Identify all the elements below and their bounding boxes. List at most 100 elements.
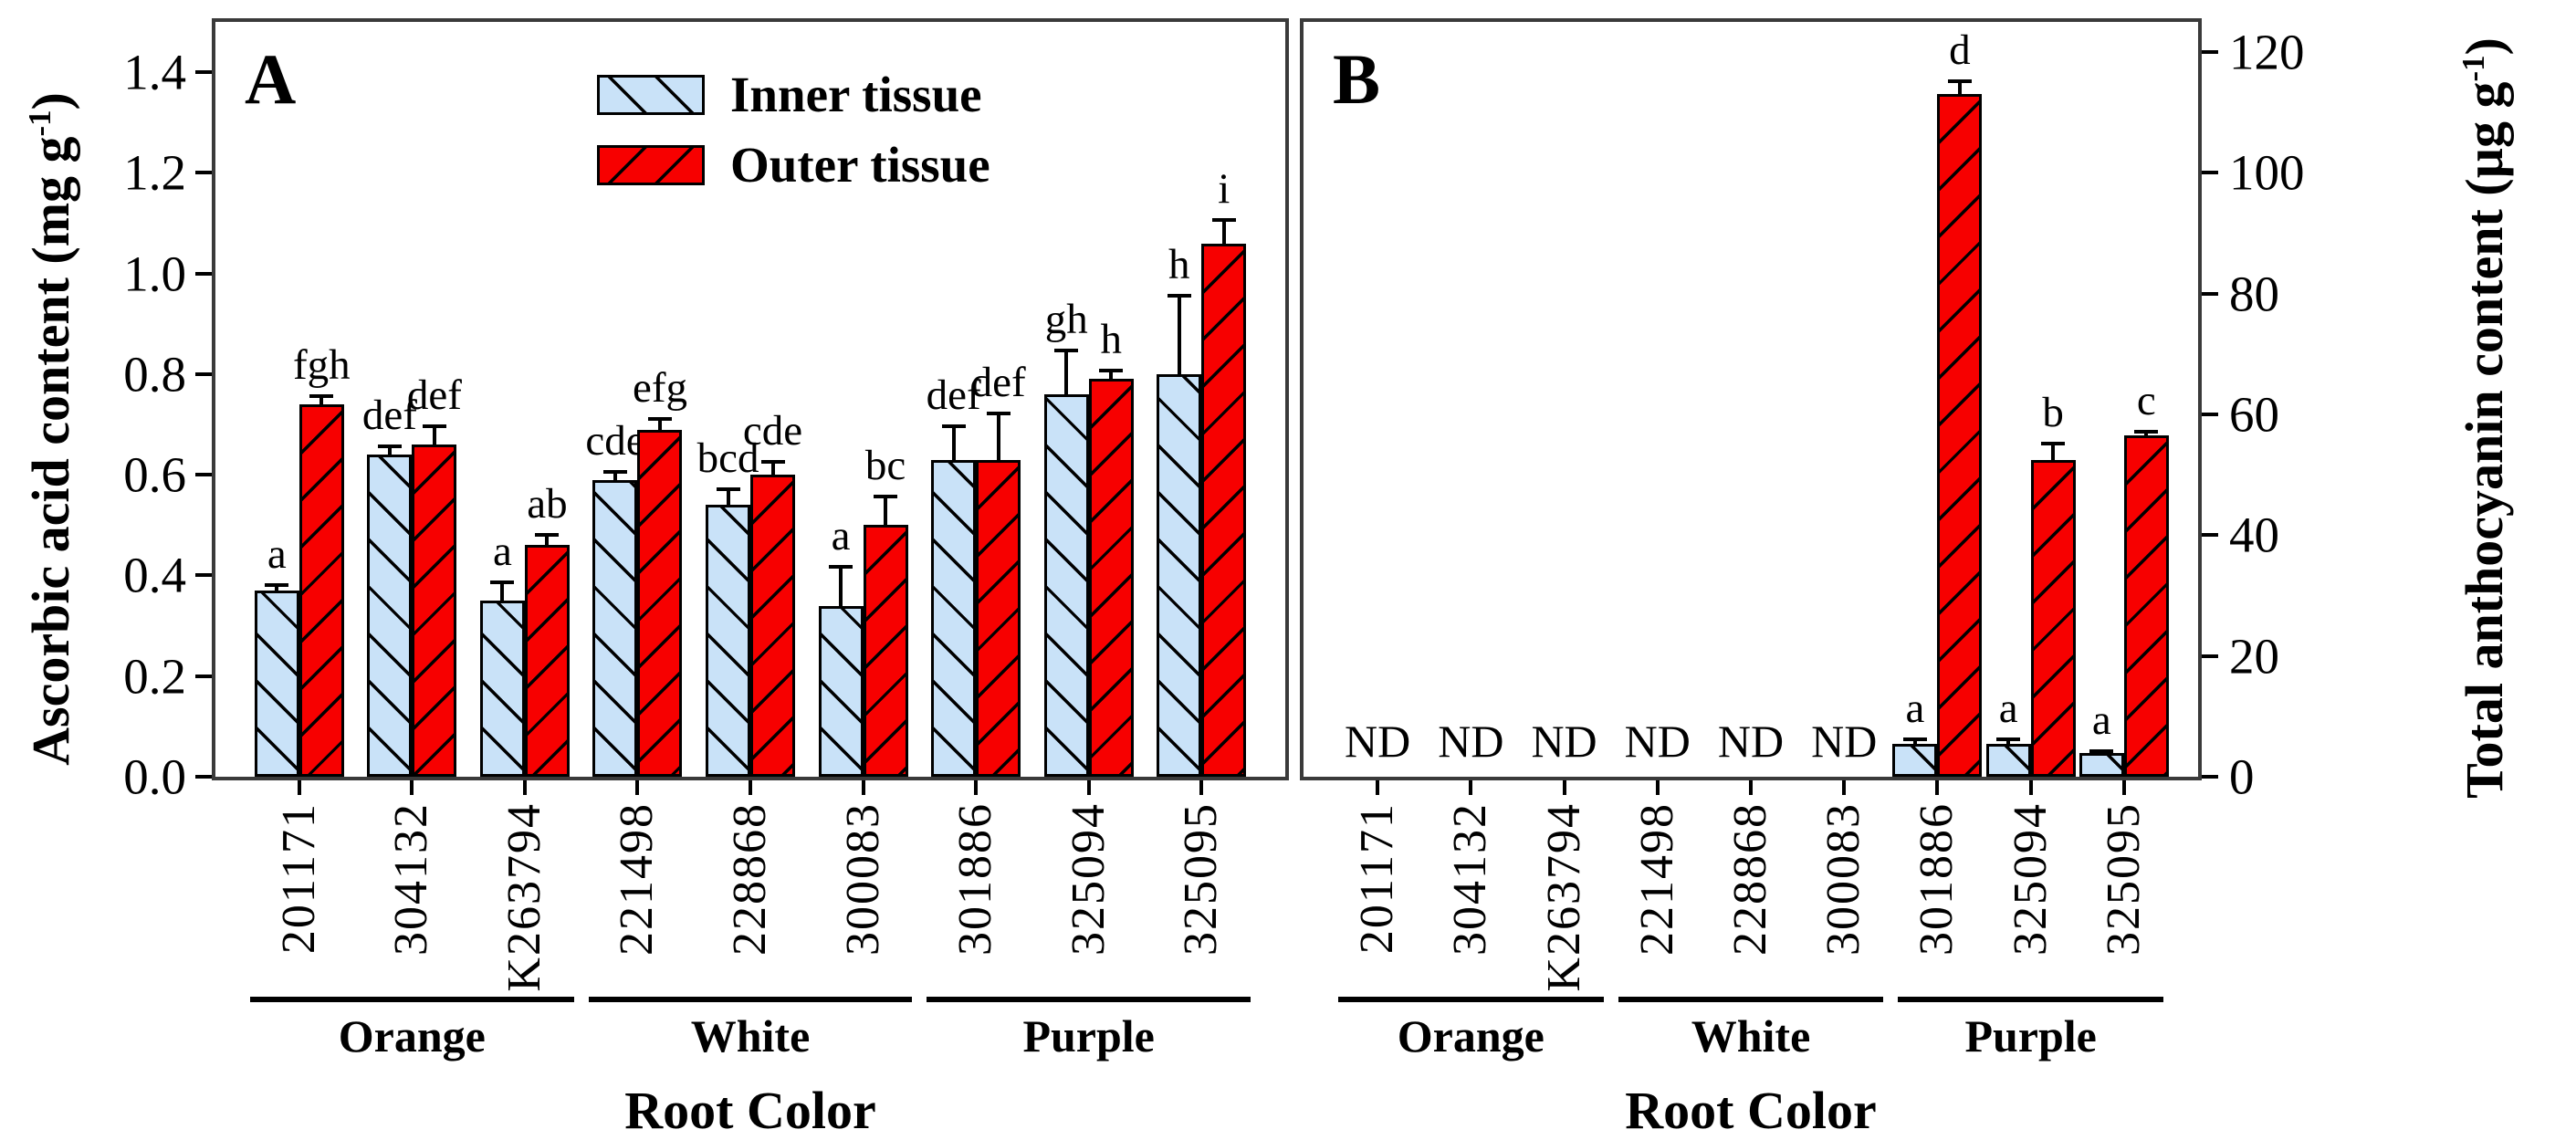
panel-a-bar-inner-K263794: [479, 601, 525, 777]
panel-a-bar-outer-221498: [637, 429, 683, 777]
panel-b-x-ticks: [1300, 780, 2202, 797]
panel-b-x-label-cell-325094: 325094: [1984, 802, 2078, 989]
panel-b-x-tick-300083: [1842, 780, 1847, 795]
panel-a-y-tick-label-0.4: 0.4: [123, 547, 186, 603]
panel-b-y-tick-100: [2202, 171, 2218, 175]
panel-a-group-underline-orange: [250, 997, 574, 1002]
panel-a-error-bar-inner-221498: [613, 469, 617, 480]
panel-a-category-label-325094: 325094: [1062, 802, 1115, 956]
panel-a-inner-barwrap-201171: a: [254, 22, 299, 777]
panel-a-category-label-201171: 201171: [272, 802, 325, 955]
panel-a-significance-letter-inner-228868: bcd: [696, 434, 759, 482]
panel-a-bar-pair-228868: bcd cde: [697, 22, 802, 777]
panel-a-category-label-301886: 301886: [949, 802, 1002, 956]
panel-a-x-label-cell-228868: 228868: [694, 802, 807, 989]
panel-b-y-tick-label-60: 60: [2229, 386, 2279, 443]
panel-a-y-tick-1.2: [195, 171, 212, 175]
panel-a: A Inner tissue Outer tissue a fgh def def a a…: [123, 18, 1289, 1137]
panel-b-x-label-cell-228868: 228868: [1704, 802, 1797, 989]
panel-b-significance-letter-outer-325094: b: [2042, 388, 2064, 436]
panel-a-x-label-cell-221498: 221498: [581, 802, 695, 989]
panel-a-x-label-cell-325094: 325094: [1032, 802, 1146, 989]
panel-a-bar-pair-325094: gh h: [1043, 22, 1134, 777]
panel-a-error-bar-inner-201171: [275, 582, 279, 591]
panel-a-error-bar-outer-201171: [319, 394, 324, 405]
panel-a-x-labels: 201171 304132 K263794 221498 228868 300083 301…: [212, 802, 1289, 992]
panel-b-label: B: [1333, 39, 1381, 119]
panel-b-group-underline-orange: [1338, 997, 1604, 1002]
panel-a-inner-barwrap-325095: h: [1157, 22, 1202, 777]
panel-a-x-label-cell-201171: 201171: [243, 802, 356, 989]
panel-a-significance-letter-outer-300083: bc: [864, 442, 906, 490]
panel-b-y-tick-0: [2202, 775, 2218, 779]
panel-a-inner-barwrap-304132: def: [362, 22, 417, 777]
panel-a-y-axis-title-text: Ascorbic acid content (mg g: [21, 136, 81, 766]
panel-a-error-bar-inner-304132: [387, 444, 392, 455]
panel-b-slot-221498: ND: [1611, 22, 1704, 777]
panel-a-x-label-cell-K263794: K263794: [468, 802, 581, 992]
panel-b-y-tick-label-120: 120: [2229, 24, 2305, 80]
panel-b-inner-barwrap-325095: a: [2079, 22, 2124, 777]
legend-label-outer-tissue: Outer tissue: [730, 137, 990, 193]
panel-a-outer-barwrap-304132: def: [407, 22, 462, 777]
panel-b-x-tick-304132: [1469, 780, 1473, 795]
panel-a-significance-letter-inner-201171: a: [267, 529, 287, 578]
panel-a-outer-barwrap-228868: cde: [743, 22, 802, 777]
panel-a-outer-barwrap-300083: bc: [863, 22, 908, 777]
panel-a-bar-outer-301886: [976, 459, 1021, 777]
panel-a-x-ticks: [212, 780, 1289, 797]
panel-a-error-bar-outer-228868: [770, 459, 775, 476]
panel-a-inner-barwrap-325094: gh: [1043, 22, 1089, 777]
panel-a-outer-barwrap-201171: fgh: [293, 22, 351, 777]
panel-b: B ND ND ND ND ND ND a d a b a c 0 20 40 60 80 100 120 201…: [1300, 18, 2305, 1137]
panel-b-bar-inner-325094: [1985, 743, 2031, 777]
panel-b-y-axis-title-close: ): [2455, 37, 2515, 56]
legend-label-inner-tissue: Inner tissue: [730, 67, 982, 122]
panel-a-inner-barwrap-221498: cde: [585, 22, 645, 777]
panel-a-y-tick-label-0.0: 0.0: [123, 748, 186, 805]
panel-b-y-tick-20: [2202, 654, 2218, 658]
panel-b-group-underline-purple: [1898, 997, 2163, 1002]
panel-b-slot-201171: ND: [1331, 22, 1424, 777]
panel-b-x-tick-221498: [1655, 780, 1660, 795]
panel-a-category-label-K263794: K263794: [497, 802, 550, 992]
panel-a-x-label-cell-300083: 300083: [807, 802, 920, 989]
panel-a-y-tick-1.0: [195, 271, 212, 276]
panel-a-y-tick-label-1.2: 1.2: [123, 144, 186, 201]
panel-a-bars: a fgh def def a ab cde efg bcd cde a bc def def gh h h i: [215, 22, 1285, 777]
panel-a-error-bar-outer-325095: [1221, 218, 1226, 244]
panel-a-x-tick-300083: [861, 780, 865, 795]
panel-b-significance-letter-inner-325095: a: [2091, 696, 2111, 745]
panel-a-inner-barwrap-301886: def: [927, 22, 981, 777]
panel-a-slot-325094: gh h: [1032, 22, 1146, 777]
panel-b-bar-outer-325095: [2123, 435, 2169, 777]
panel-b-x-tick-301886: [1935, 780, 1940, 795]
panel-a-category-label-304132: 304132: [385, 802, 438, 956]
panel-b-category-label-301886: 301886: [1911, 802, 1963, 956]
panel-a-group-underline-purple: [927, 997, 1251, 1002]
panel-b-not-detected-228868: ND: [1717, 716, 1785, 767]
panel-a-slot-221498: cde efg: [581, 22, 695, 777]
panel-a-significance-letter-outer-325095: i: [1218, 165, 1230, 214]
panel-a-bar-outer-228868: [750, 475, 796, 777]
panel-b-error-bar-inner-325095: [2100, 749, 2104, 753]
panel-a-bar-inner-304132: [367, 455, 413, 777]
panel-a-significance-letter-inner-325095: h: [1168, 240, 1190, 288]
panel-a-significance-letter-inner-K263794: a: [492, 527, 512, 575]
panel-a-error-bar-outer-325094: [1109, 369, 1114, 380]
panel-a-bar-outer-300083: [863, 525, 908, 777]
panel-b-slot-K263794: ND: [1517, 22, 1610, 777]
panel-a-category-label-221498: 221498: [611, 802, 664, 956]
panel-b-category-label-325095: 325095: [2097, 802, 2150, 956]
panel-a-bar-inner-325095: [1157, 373, 1202, 777]
panel-a-y-tick-0.0: [195, 775, 212, 779]
panel-a-error-bar-inner-325095: [1177, 293, 1181, 374]
panel-b-x-label-cell-301886: 301886: [1890, 802, 1984, 989]
panel-b-x-tick-201171: [1376, 780, 1380, 795]
panel-a-bar-inner-228868: [706, 505, 751, 777]
panel-a-slot-201171: a fgh: [243, 22, 356, 777]
panel-b-not-detected-221498: ND: [1624, 716, 1691, 767]
